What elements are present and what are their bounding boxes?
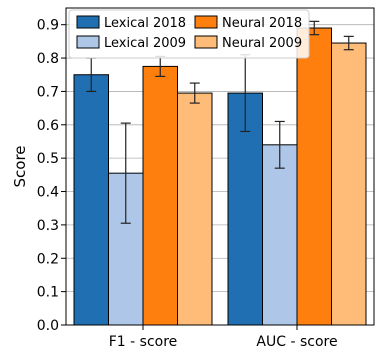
y-tick-label: 0.5	[37, 151, 59, 167]
plot-frame	[65, 7, 375, 326]
legend-box	[68, 9, 310, 59]
y-tick-label: 0.3	[37, 218, 59, 234]
bar	[331, 42, 367, 326]
legend-label: Neural 2009	[222, 36, 302, 51]
legend-label: Neural 2018	[222, 16, 302, 31]
y-tick-label: 0.2	[37, 251, 59, 267]
bar	[296, 27, 332, 326]
y-tick-label: 0.9	[37, 18, 59, 34]
legend-swatch	[194, 15, 218, 29]
bar	[73, 74, 109, 326]
legend-label: Lexical 2018	[104, 16, 186, 31]
y-tick-label: 0.1	[37, 285, 59, 301]
legend-swatch	[194, 35, 218, 49]
legend-swatch	[76, 35, 100, 49]
y-tick-label: 0.4	[37, 185, 59, 201]
x-tick-label: F1 - score	[109, 334, 178, 346]
legend-swatch	[76, 15, 100, 29]
y-tick-label: 0.6	[37, 118, 59, 134]
bar	[142, 65, 178, 326]
legend-label: Lexical 2009	[104, 36, 186, 51]
bar	[262, 144, 298, 326]
y-axis-label: Score	[11, 145, 29, 187]
x-tick-label: AUC - score	[256, 334, 337, 346]
bar	[177, 92, 213, 326]
y-tick-label: 0.0	[37, 318, 59, 334]
y-tick-label: 0.7	[37, 84, 59, 100]
y-tick-label: 0.8	[37, 51, 59, 67]
